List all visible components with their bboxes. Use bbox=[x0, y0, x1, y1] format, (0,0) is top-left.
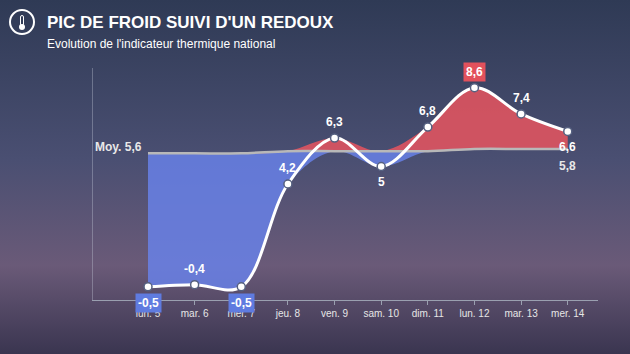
svg-text:-0,5: -0,5 bbox=[138, 296, 159, 310]
svg-text:PIC DE FROID SUIVI D'UN REDOUX: PIC DE FROID SUIVI D'UN REDOUX bbox=[47, 13, 334, 32]
svg-text:mar. 6: mar. 6 bbox=[181, 308, 209, 319]
svg-text:-0,4: -0,4 bbox=[184, 262, 205, 276]
svg-text:Moy. 5,6: Moy. 5,6 bbox=[95, 140, 142, 154]
svg-text:mar. 13: mar. 13 bbox=[504, 308, 538, 319]
svg-text:mer. 14: mer. 14 bbox=[551, 308, 585, 319]
svg-text:7,4: 7,4 bbox=[513, 91, 530, 105]
svg-text:-0,5: -0,5 bbox=[231, 296, 252, 310]
svg-text:8,6: 8,6 bbox=[466, 65, 483, 79]
svg-text:6,3: 6,3 bbox=[326, 115, 343, 129]
svg-text:lun. 5: lun. 5 bbox=[136, 308, 161, 319]
svg-text:6,8: 6,8 bbox=[419, 104, 436, 118]
svg-text:5: 5 bbox=[378, 175, 385, 189]
svg-text:mer. 7: mer. 7 bbox=[227, 308, 255, 319]
svg-text:jeu. 8: jeu. 8 bbox=[275, 308, 301, 319]
svg-text:lun. 12: lun. 12 bbox=[459, 308, 489, 319]
svg-text:sam. 10: sam. 10 bbox=[363, 308, 399, 319]
svg-text:4,2: 4,2 bbox=[279, 161, 296, 175]
svg-text:ven. 9: ven. 9 bbox=[321, 308, 349, 319]
svg-text:Evolution de l'indicateur ther: Evolution de l'indicateur thermique nati… bbox=[47, 37, 275, 51]
svg-text:5,8: 5,8 bbox=[559, 159, 576, 173]
svg-text:6,6: 6,6 bbox=[559, 140, 576, 154]
svg-text:dim. 11: dim. 11 bbox=[412, 308, 444, 319]
